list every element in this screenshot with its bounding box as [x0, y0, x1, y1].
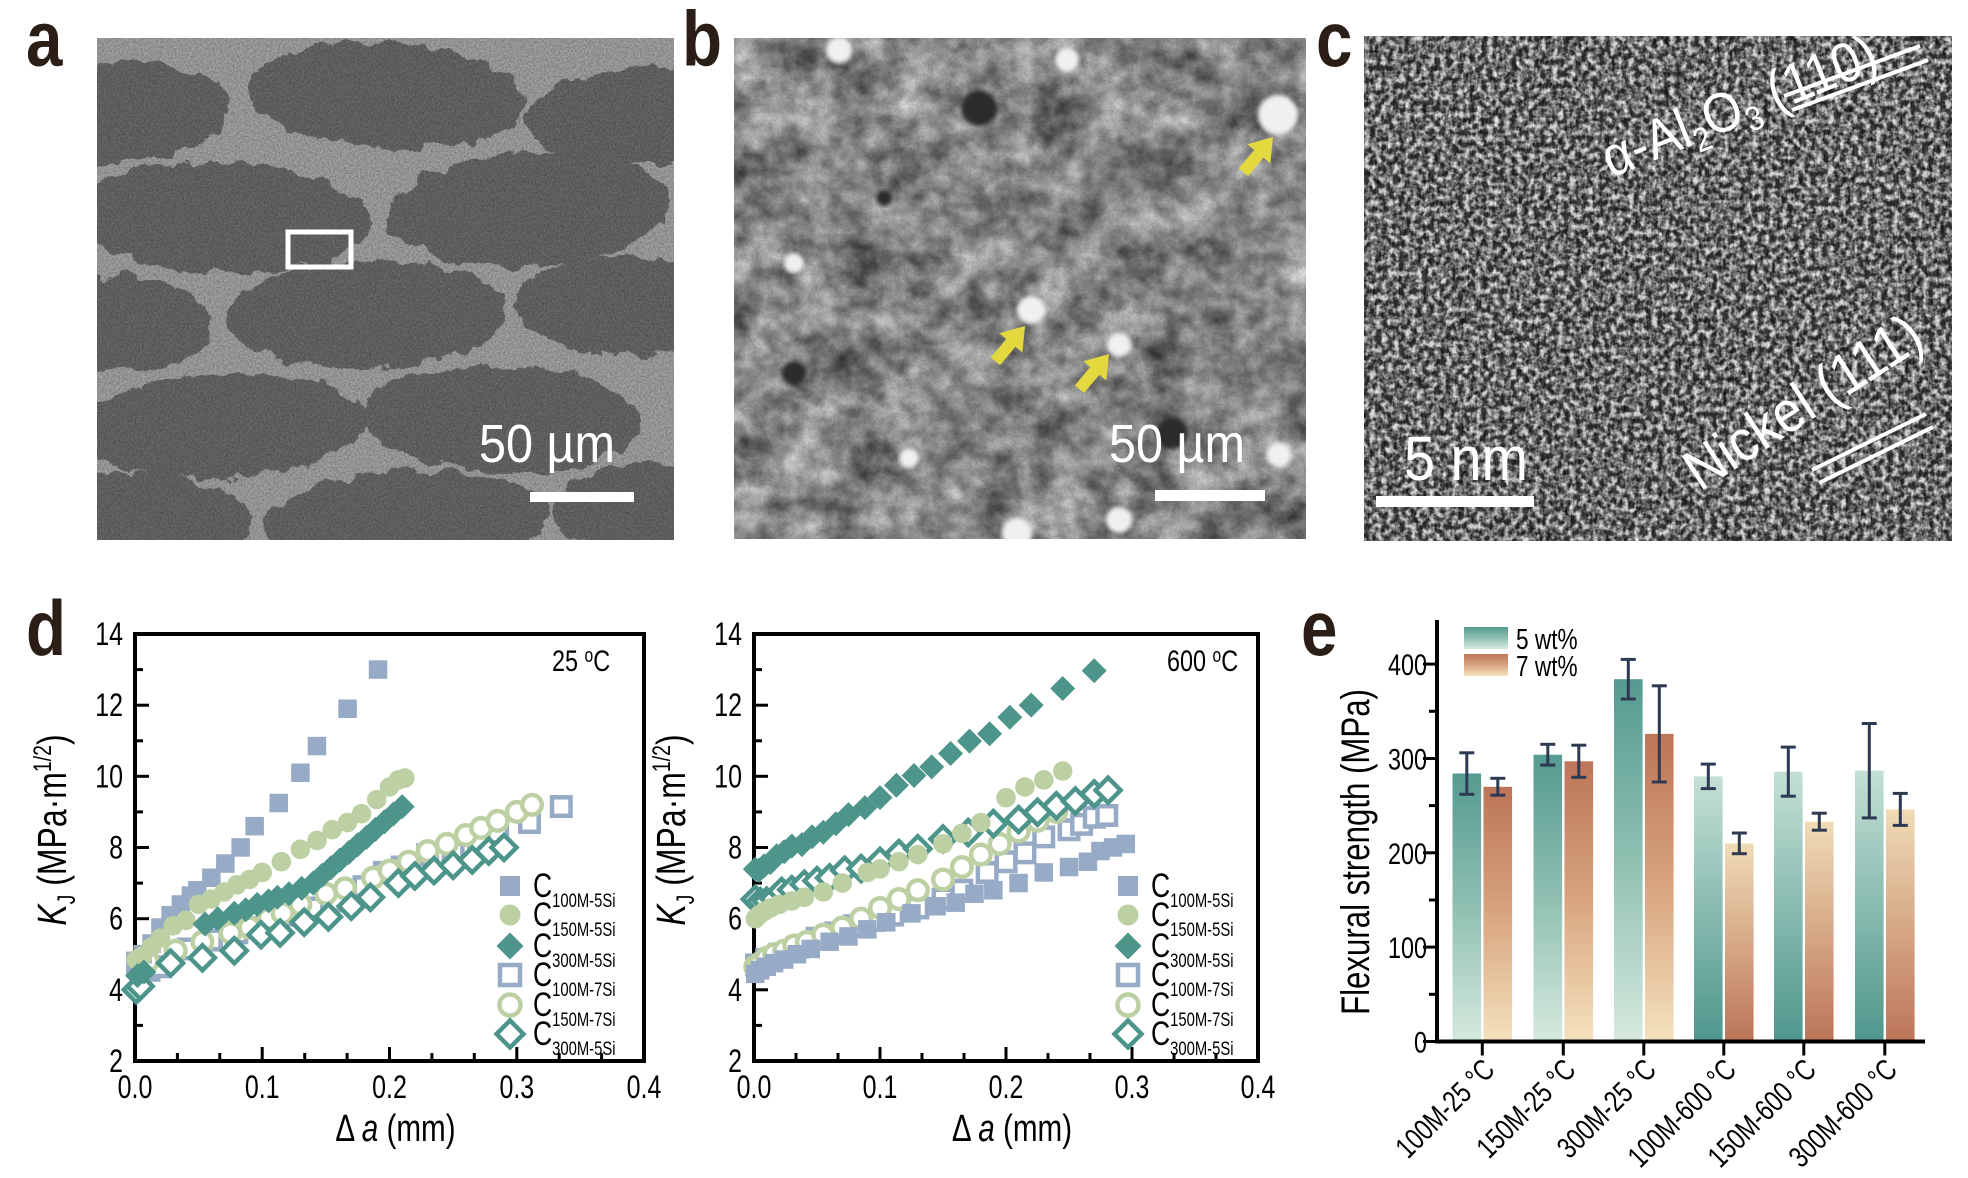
- svg-text:12: 12: [95, 688, 123, 724]
- svg-text:10: 10: [95, 759, 123, 795]
- svg-text:6: 6: [109, 902, 123, 938]
- svg-text:0.1: 0.1: [863, 1070, 898, 1106]
- svg-text:0.2: 0.2: [989, 1070, 1024, 1106]
- svg-text:400: 400: [1388, 648, 1427, 681]
- svg-text:8: 8: [109, 831, 123, 867]
- svg-text:100: 100: [1388, 931, 1427, 964]
- svg-text:12: 12: [714, 688, 742, 724]
- svg-text:5 nm: 5 nm: [1404, 425, 1528, 493]
- svg-text:2: 2: [728, 1044, 742, 1080]
- svg-text:2: 2: [109, 1044, 123, 1080]
- svg-text:8: 8: [728, 831, 742, 867]
- svg-text:c: c: [1316, 0, 1352, 83]
- svg-text:0.3: 0.3: [499, 1070, 534, 1106]
- svg-text:KJ (MPa·m1/2): KJ (MPa·m1/2): [29, 734, 81, 925]
- svg-text:300: 300: [1388, 743, 1427, 776]
- svg-text:10: 10: [714, 759, 742, 795]
- svg-text:0.4: 0.4: [1241, 1070, 1276, 1106]
- svg-text:6: 6: [728, 902, 742, 938]
- svg-text:14: 14: [714, 617, 742, 653]
- svg-text:0.1: 0.1: [245, 1070, 280, 1106]
- svg-text:200: 200: [1388, 837, 1427, 870]
- svg-text:b: b: [682, 0, 722, 83]
- svg-text:Δ a (mm): Δ a (mm): [335, 1108, 455, 1150]
- svg-text:0.3: 0.3: [1115, 1070, 1150, 1106]
- svg-text:25 oC: 25 oC: [552, 644, 610, 678]
- svg-text:600 oC: 600 oC: [1167, 644, 1238, 678]
- svg-text:d: d: [26, 586, 66, 673]
- svg-text:4: 4: [728, 973, 742, 1009]
- svg-text:0.4: 0.4: [627, 1070, 662, 1106]
- svg-text:Flexural strength (MPa): Flexural strength (MPa): [1333, 689, 1378, 1015]
- svg-text:4: 4: [109, 973, 123, 1009]
- svg-text:50 µm: 50 µm: [1109, 413, 1245, 474]
- svg-text:50 µm: 50 µm: [479, 413, 615, 474]
- svg-text:14: 14: [95, 617, 123, 653]
- svg-text:0.2: 0.2: [372, 1070, 407, 1106]
- svg-text:0.0: 0.0: [118, 1070, 153, 1106]
- svg-text:0.0: 0.0: [737, 1070, 772, 1106]
- svg-text:7 wt%: 7 wt%: [1516, 649, 1578, 682]
- svg-text:a: a: [26, 0, 63, 83]
- svg-text:0: 0: [1414, 1026, 1427, 1059]
- svg-text:5 wt%: 5 wt%: [1516, 622, 1578, 655]
- svg-text:Δ a (mm): Δ a (mm): [952, 1108, 1072, 1150]
- svg-text:KJ (MPa·m1/2): KJ (MPa·m1/2): [648, 734, 700, 925]
- svg-text:e: e: [1301, 586, 1337, 673]
